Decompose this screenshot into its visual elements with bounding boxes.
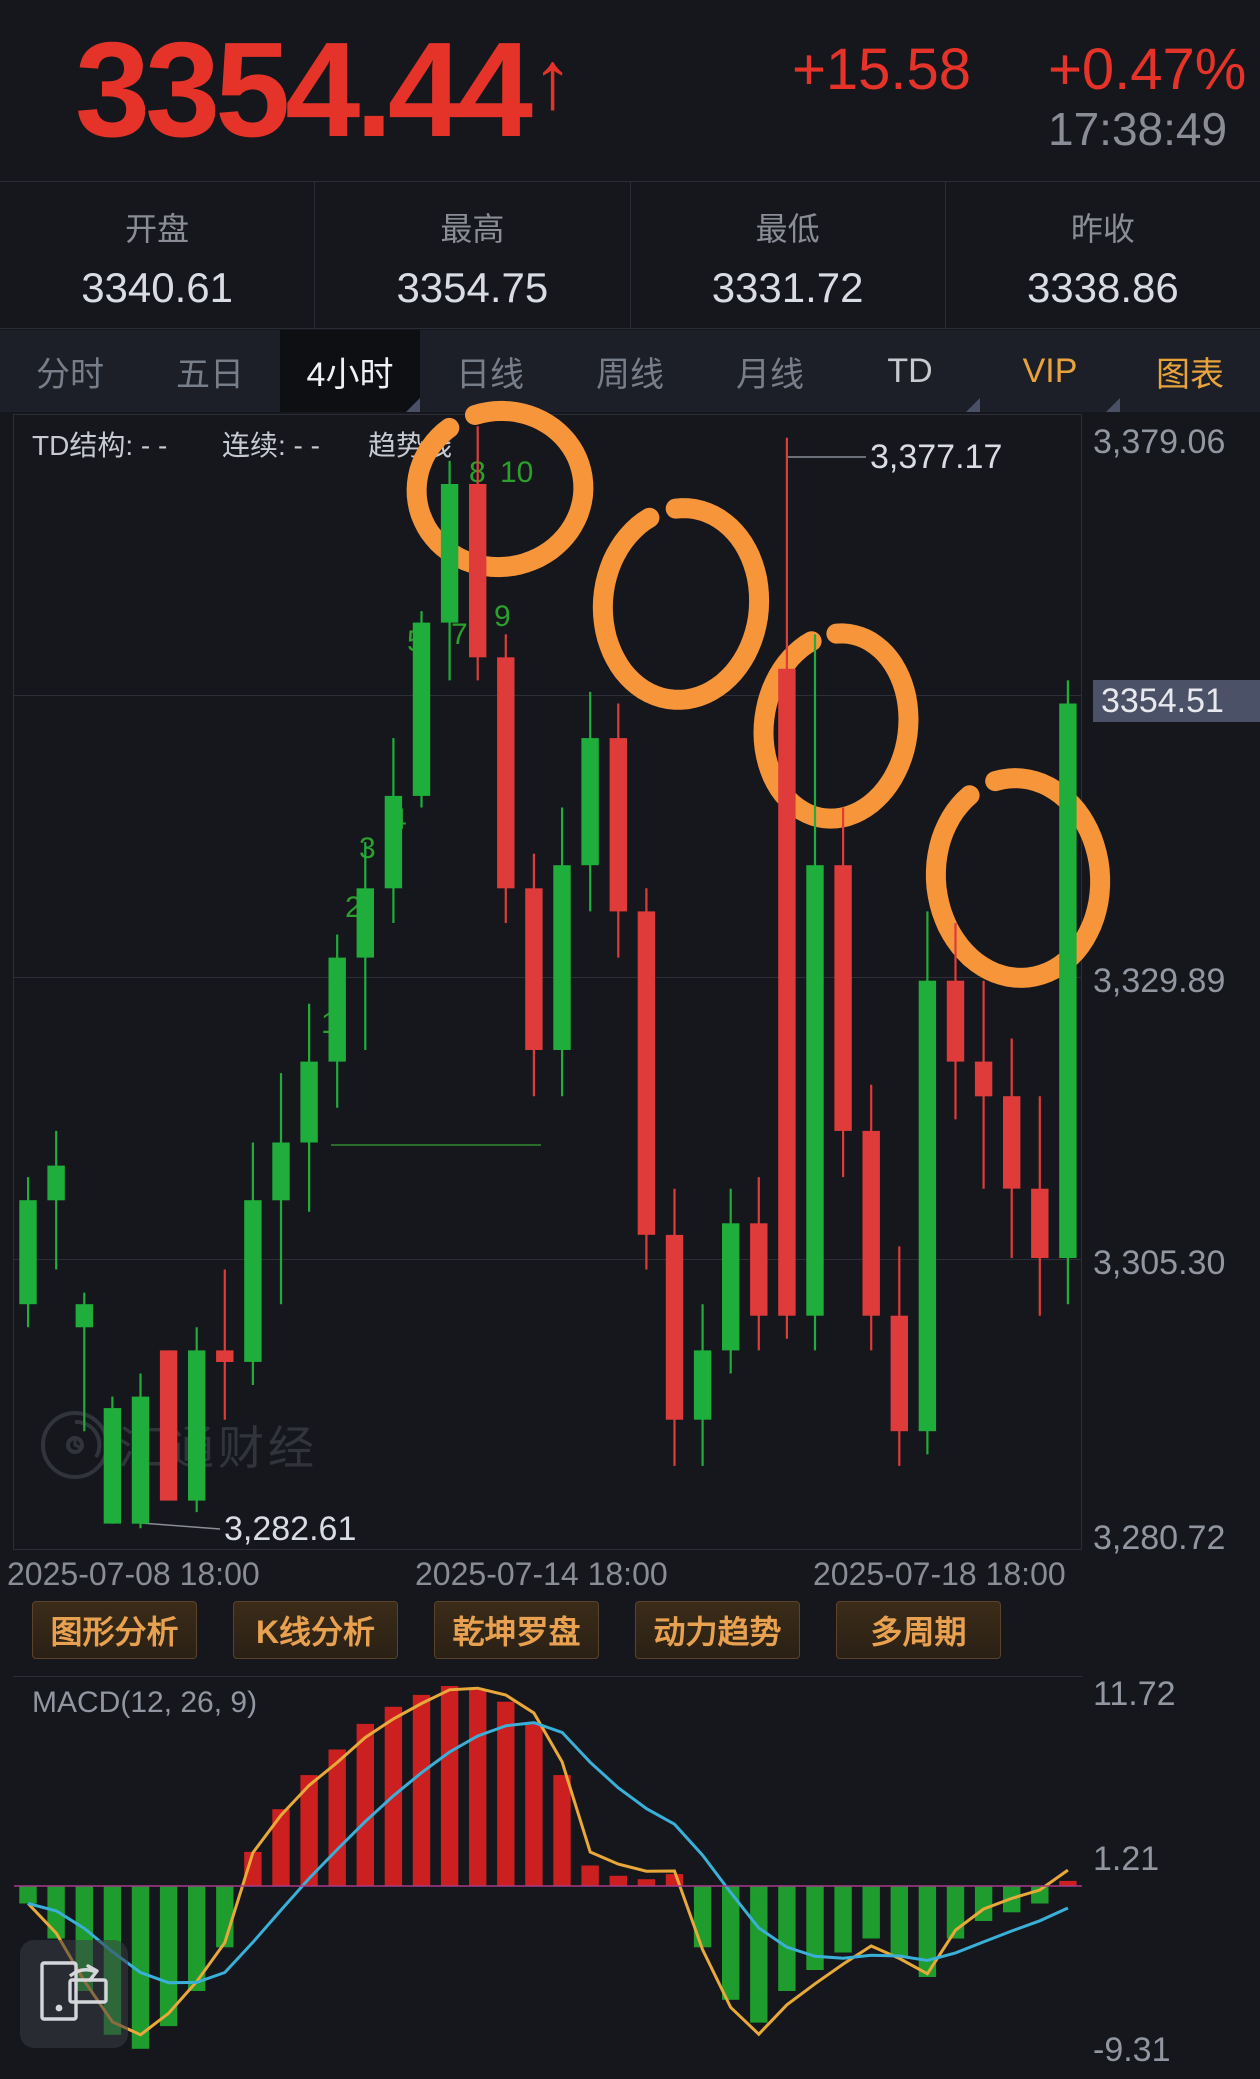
svg-text:7: 7	[451, 618, 468, 651]
svg-text:3,377.17: 3,377.17	[870, 438, 1002, 476]
svg-text:10: 10	[500, 456, 533, 489]
svg-text:9: 9	[494, 600, 511, 633]
svg-text:3: 3	[359, 832, 376, 865]
svg-text:3,282.61: 3,282.61	[224, 1510, 356, 1548]
